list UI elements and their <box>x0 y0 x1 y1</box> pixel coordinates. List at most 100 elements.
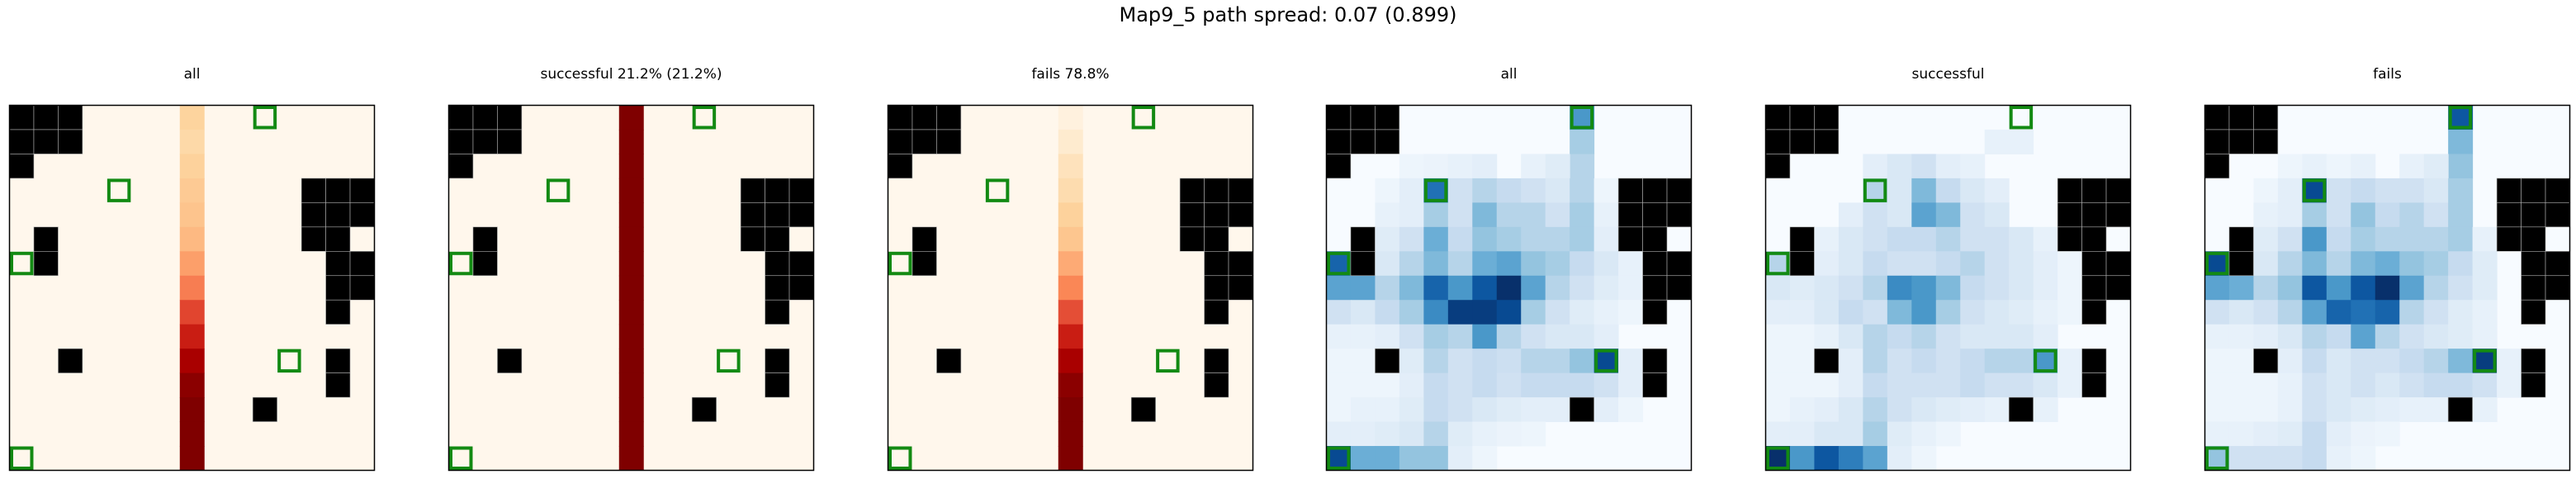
goal-marker <box>2302 178 2327 202</box>
obstacle-cell <box>349 275 375 301</box>
heat-cell <box>1447 446 1473 471</box>
heat-cell <box>1058 446 1083 471</box>
axes-frame <box>887 104 1254 472</box>
obstacle-cell <box>888 154 913 179</box>
obstacle-cell <box>2228 129 2254 154</box>
obstacle-cell <box>936 129 962 154</box>
axes-frame <box>1325 104 1693 472</box>
heat-cell <box>1618 275 1644 301</box>
heat-cell <box>179 300 205 325</box>
heat-cell <box>1570 154 1595 179</box>
heat-cell <box>1375 275 1400 301</box>
heat-cell <box>2326 372 2351 398</box>
heat-cell <box>2009 349 2034 374</box>
heat-cell <box>1863 397 1888 423</box>
heat-cell <box>1789 349 1815 374</box>
heat-cell <box>2375 178 2400 203</box>
heat-cell <box>1472 202 1498 228</box>
heat-cell <box>1399 446 1424 471</box>
heat-cell <box>1935 226 1961 252</box>
heat-cell <box>1545 202 1570 228</box>
heat-cell <box>1496 226 1522 252</box>
heat-cell <box>1326 300 1352 325</box>
heat-cell <box>1911 324 1937 349</box>
goal-marker <box>1327 251 1351 276</box>
obstacle-cell <box>1179 226 1205 252</box>
heat-cell <box>1058 372 1083 398</box>
heat-cell <box>2277 202 2303 228</box>
heat-cell <box>2253 275 2279 301</box>
heat-cell <box>1423 226 1449 252</box>
obstacle-cell <box>2008 396 2034 422</box>
heat-cell <box>1863 275 1888 301</box>
heat-cell <box>2448 251 2474 277</box>
obstacle-cell <box>2057 178 2082 203</box>
heat-cell <box>2472 324 2498 349</box>
heat-cell <box>1789 397 1815 423</box>
heat-cell <box>2204 372 2230 398</box>
obstacle-cell <box>9 129 35 154</box>
heat-cell <box>1863 421 1888 447</box>
heat-cell <box>1960 349 1986 374</box>
heat-cell <box>2423 275 2449 301</box>
heat-cell <box>2033 324 2058 349</box>
obstacle-cell <box>1179 178 1205 203</box>
heat-cell <box>2228 275 2254 301</box>
heat-cell <box>1472 372 1498 398</box>
heat-cell <box>1570 349 1595 374</box>
heat-cell <box>1814 226 1840 252</box>
heat-cell <box>1521 202 1546 228</box>
goal-marker <box>10 251 34 276</box>
goal-marker <box>2205 251 2229 276</box>
goal-marker <box>1863 178 1887 202</box>
heat-cell <box>2448 154 2474 179</box>
obstacle-cell <box>472 105 498 130</box>
goal-marker <box>449 446 473 470</box>
heat-cell <box>2302 446 2327 471</box>
heat-cell <box>1863 300 1888 325</box>
panel-1: all <box>8 66 376 474</box>
heat-cell <box>1838 300 1863 325</box>
obstacle-cell <box>2496 202 2522 228</box>
obstacle-cell <box>1642 275 1668 301</box>
heat-cell <box>1399 324 1424 349</box>
heat-cell <box>2351 178 2376 203</box>
heat-cell <box>1618 372 1644 398</box>
obstacle-cell <box>2253 105 2279 130</box>
heat-cell <box>1765 324 1791 349</box>
heat-cell <box>1496 275 1522 301</box>
heat-cell <box>1984 226 2010 252</box>
heat-cell <box>1472 300 1498 325</box>
heat-cell <box>2375 300 2400 325</box>
heat-cell <box>179 154 205 179</box>
obstacle-cell <box>2521 275 2546 301</box>
heat-cell <box>1960 324 1986 349</box>
obstacle-cell <box>1642 372 1668 398</box>
heat-cell <box>2228 372 2254 398</box>
heat-cell <box>1472 251 1498 277</box>
obstacle-cell <box>1666 202 1692 228</box>
obstacle-cell <box>740 178 765 203</box>
obstacle-cell <box>1350 105 1376 130</box>
obstacle-cell <box>788 275 814 301</box>
obstacle-cell <box>1814 348 1840 373</box>
heat-cell <box>1911 251 1937 277</box>
heat-cell <box>1838 202 1863 228</box>
obstacle-cell <box>1789 129 1815 154</box>
obstacle-cell <box>325 275 351 301</box>
heat-cell <box>2423 397 2449 423</box>
heat-cell <box>2472 251 2498 277</box>
obstacle-cell <box>691 396 717 422</box>
obstacle-cell <box>2521 372 2546 398</box>
heat-cell <box>1887 372 1912 398</box>
heat-cell <box>1618 251 1644 277</box>
goal-marker <box>888 446 912 470</box>
heat-cell <box>2326 421 2351 447</box>
obstacle-cell <box>2105 275 2131 301</box>
panel-6: fails <box>2204 66 2571 474</box>
heat-cell <box>2472 226 2498 252</box>
heat-cell <box>1350 349 1376 374</box>
heat-cell <box>1911 446 1937 471</box>
obstacle-cell <box>788 178 814 203</box>
heat-cell <box>2399 154 2425 179</box>
